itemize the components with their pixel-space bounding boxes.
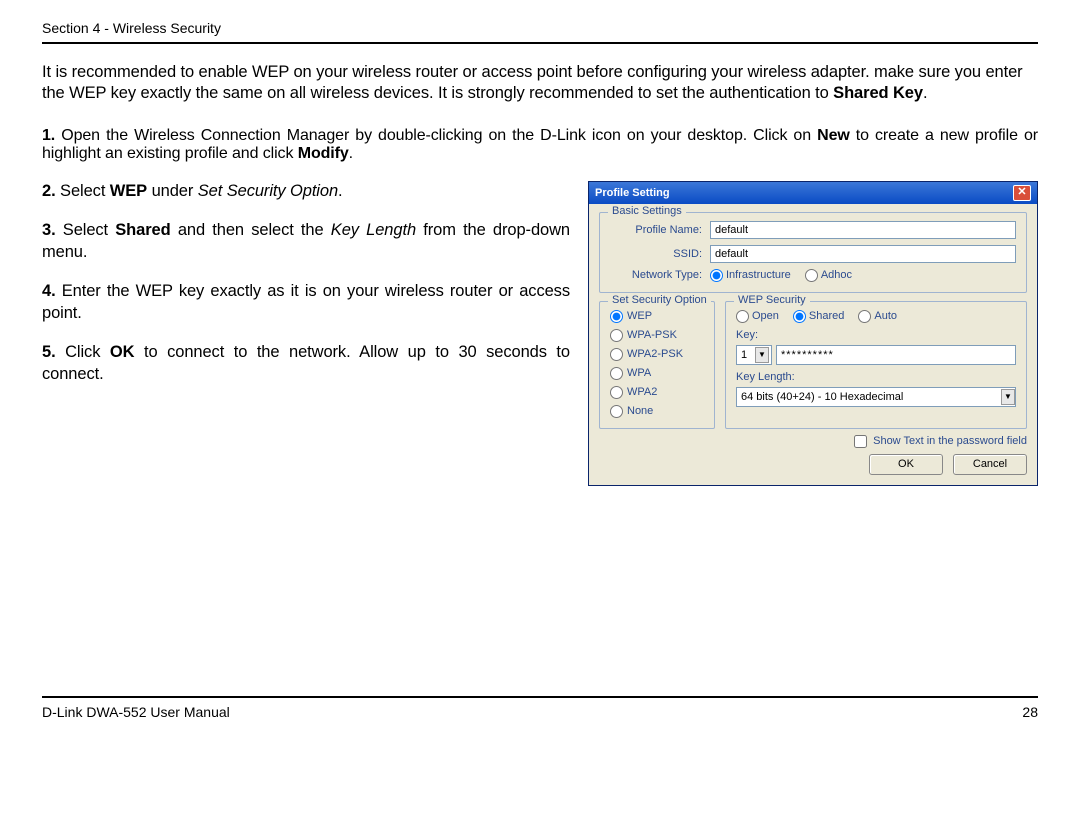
show-text-label: Show Text in the password field	[873, 435, 1027, 447]
wep-security-legend: WEP Security	[734, 294, 810, 306]
step-2-text-c: under	[147, 182, 198, 200]
footer-page-number: 28	[1022, 704, 1038, 720]
close-icon[interactable]: ✕	[1013, 185, 1031, 201]
ssid-label: SSID:	[610, 248, 710, 260]
wep-option-label: Auto	[874, 310, 897, 322]
step-1: 1. Open the Wireless Connection Manager …	[42, 127, 1038, 163]
security-option-label: WEP	[627, 310, 652, 322]
step-3: 3. Select Shared and then select the Key…	[42, 220, 570, 263]
dialog-title-text: Profile Setting	[595, 187, 670, 199]
chevron-down-icon[interactable]: ▼	[755, 347, 769, 363]
page-footer: D-Link DWA-552 User Manual 28	[42, 696, 1038, 720]
key-input[interactable]	[776, 345, 1016, 365]
wep-security-fieldset: WEP Security OpenSharedAuto Key: 1 ▼ Key	[725, 301, 1027, 429]
security-option-label: WPA2-PSK	[627, 348, 683, 360]
security-option-wpa[interactable]: WPA	[610, 367, 704, 380]
step-3-italic: Key Length	[331, 221, 416, 239]
step-2: 2. Select WEP under Set Security Option.	[42, 181, 570, 202]
network-type-adhoc[interactable]: Adhoc	[805, 269, 852, 282]
step-2-text-d: .	[338, 182, 342, 200]
step-2-bold: WEP	[110, 182, 147, 200]
key-length-value: 64 bits (40+24) - 10 Hexadecimal	[741, 391, 903, 403]
step-3-text-c: and then select the	[171, 221, 331, 239]
step-5-text-b: Click	[56, 343, 110, 361]
section-header: Section 4 - Wireless Security	[42, 20, 1038, 44]
step-5: 5. Click OK to connect to the network. A…	[42, 342, 570, 385]
step-3-num: 3.	[42, 221, 56, 239]
footer-left: D-Link DWA-552 User Manual	[42, 704, 230, 720]
step-1-num: 1.	[42, 127, 55, 144]
step-1-text-d: .	[349, 145, 353, 162]
key-index-value: 1	[741, 349, 747, 361]
step-5-num: 5.	[42, 343, 56, 361]
wep-option-label: Open	[752, 310, 779, 322]
cancel-button[interactable]: Cancel	[953, 454, 1027, 475]
security-option-wpa2-psk[interactable]: WPA2-PSK	[610, 348, 704, 361]
step-2-num: 2.	[42, 182, 56, 200]
network-type-label: Network Type:	[610, 269, 710, 281]
wep-option-auto[interactable]: Auto	[858, 310, 897, 323]
step-5-bold: OK	[110, 343, 135, 361]
ssid-input[interactable]	[710, 245, 1016, 263]
dialog-titlebar: Profile Setting ✕	[589, 182, 1037, 204]
step-3-bold: Shared	[115, 221, 170, 239]
security-option-wpa-psk[interactable]: WPA-PSK	[610, 329, 704, 342]
nt-infra-label: Infrastructure	[726, 269, 791, 281]
security-option-label: WPA2	[627, 386, 657, 398]
chevron-down-icon[interactable]: ▼	[1001, 389, 1015, 405]
step-4-num: 4.	[42, 282, 56, 300]
wep-option-shared[interactable]: Shared	[793, 310, 844, 323]
key-index-select[interactable]: 1 ▼	[736, 345, 772, 365]
step-4: 4. Enter the WEP key exactly as it is on…	[42, 281, 570, 324]
wep-option-open[interactable]: Open	[736, 310, 779, 323]
show-text-checkbox[interactable]	[854, 435, 867, 448]
step-4-text-b: Enter the WEP key exactly as it is on yo…	[42, 282, 570, 321]
nt-adhoc-label: Adhoc	[821, 269, 852, 281]
security-option-wep[interactable]: WEP	[610, 310, 704, 323]
profile-name-input[interactable]	[710, 221, 1016, 239]
intro-text-post: .	[923, 84, 927, 102]
security-option-label: WPA-PSK	[627, 329, 677, 341]
basic-settings-fieldset: Basic Settings Profile Name: SSID: Netwo…	[599, 212, 1027, 293]
security-option-wpa2[interactable]: WPA2	[610, 386, 704, 399]
ok-button[interactable]: OK	[869, 454, 943, 475]
basic-settings-legend: Basic Settings	[608, 205, 686, 217]
intro-bold: Shared Key	[833, 84, 923, 102]
step-2-text-b: Select	[56, 182, 110, 200]
key-length-select[interactable]: 64 bits (40+24) - 10 Hexadecimal ▼	[736, 387, 1016, 407]
key-length-label: Key Length:	[736, 371, 1016, 383]
wep-option-label: Shared	[809, 310, 844, 322]
step-3-text-b: Select	[56, 221, 116, 239]
step-1-text-b: Open the Wireless Connection Manager by …	[55, 127, 817, 144]
profile-setting-dialog: Profile Setting ✕ Basic Settings Profile…	[588, 181, 1038, 486]
step-1-bold1: New	[817, 127, 850, 144]
security-option-label: WPA	[627, 367, 651, 379]
step-2-italic: Set Security Option	[198, 182, 338, 200]
intro-paragraph: It is recommended to enable WEP on your …	[42, 62, 1038, 105]
profile-name-label: Profile Name:	[610, 224, 710, 236]
security-option-label: None	[627, 405, 653, 417]
security-option-fieldset: Set Security Option WEPWPA-PSKWPA2-PSKWP…	[599, 301, 715, 429]
security-option-legend: Set Security Option	[608, 294, 711, 306]
key-label: Key:	[736, 329, 1016, 341]
security-option-none[interactable]: None	[610, 405, 704, 418]
step-1-bold2: Modify	[298, 145, 349, 162]
network-type-infrastructure[interactable]: Infrastructure	[710, 269, 791, 282]
